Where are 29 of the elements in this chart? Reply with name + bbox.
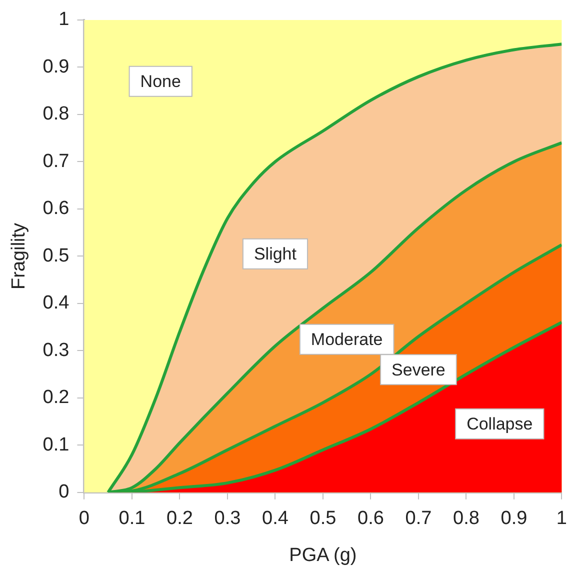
y-tick-label: 1 — [58, 9, 70, 30]
x-tick-label: 0.1 — [118, 508, 146, 530]
x-tick-label: 0.7 — [405, 508, 432, 530]
y-axis-title: Fragility — [8, 222, 30, 290]
y-tick-label: 0.4 — [42, 292, 70, 314]
x-tick-label: 0 — [78, 508, 90, 530]
y-tick-label: 0.7 — [42, 150, 70, 172]
x-axis-title: PGA (g) — [289, 544, 357, 566]
y-tick-label: 0.8 — [42, 104, 70, 125]
series-label: Slight — [254, 244, 297, 264]
y-tick-label: 0.2 — [42, 387, 70, 408]
x-tick-label: 0.3 — [214, 508, 241, 530]
y-tick-label: 0.1 — [42, 434, 70, 456]
series-label: Moderate — [310, 330, 383, 350]
x-tick-label: 1 — [556, 508, 568, 530]
y-tick-label: 0 — [58, 482, 70, 503]
x-tick-label: 0.8 — [453, 508, 480, 530]
x-tick-label: 0.9 — [500, 508, 528, 530]
y-tick-label: 0.9 — [42, 56, 70, 78]
y-tick-label: 0.6 — [42, 198, 70, 220]
band-label: None — [140, 72, 181, 92]
x-tick-label: 0.4 — [262, 508, 289, 530]
series-label: Severe — [392, 360, 446, 380]
x-tick-label: 0.5 — [310, 508, 336, 530]
series-label: Collapse — [466, 414, 533, 434]
y-tick-label: 0.3 — [42, 340, 70, 361]
y-tick-label: 0.5 — [42, 245, 70, 266]
x-tick-label: 0.6 — [358, 508, 384, 530]
x-tick-label: 0.2 — [166, 508, 193, 530]
